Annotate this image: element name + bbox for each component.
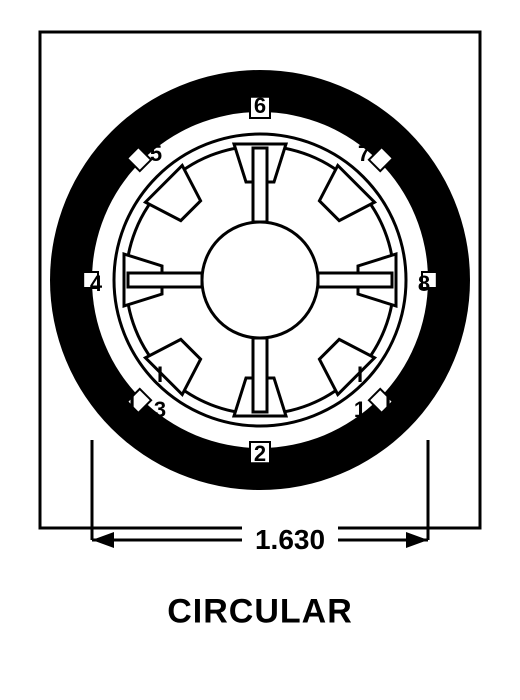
diagram-stage: 1 2 3 4 5 6 7 8 I I I I 1.630 CIRCULAR bbox=[0, 0, 520, 700]
pin-label-2: 2 bbox=[254, 441, 266, 467]
pin-label-7: 7 bbox=[358, 141, 370, 167]
pin-label-4: 4 bbox=[90, 271, 102, 297]
tick-label: I bbox=[385, 387, 391, 413]
tick-label: I bbox=[157, 362, 163, 388]
dimension-label: 1.630 bbox=[255, 524, 325, 556]
pin-label-5: 5 bbox=[150, 141, 162, 167]
pin-label-6: 6 bbox=[254, 93, 266, 119]
pin-label-3: 3 bbox=[154, 397, 166, 423]
pin-label-8: 8 bbox=[418, 271, 430, 297]
tick-label: I bbox=[129, 387, 135, 413]
tick-label: I bbox=[357, 362, 363, 388]
pin-label-1: 1 bbox=[354, 397, 366, 423]
diagram-title: CIRCULAR bbox=[167, 593, 353, 632]
